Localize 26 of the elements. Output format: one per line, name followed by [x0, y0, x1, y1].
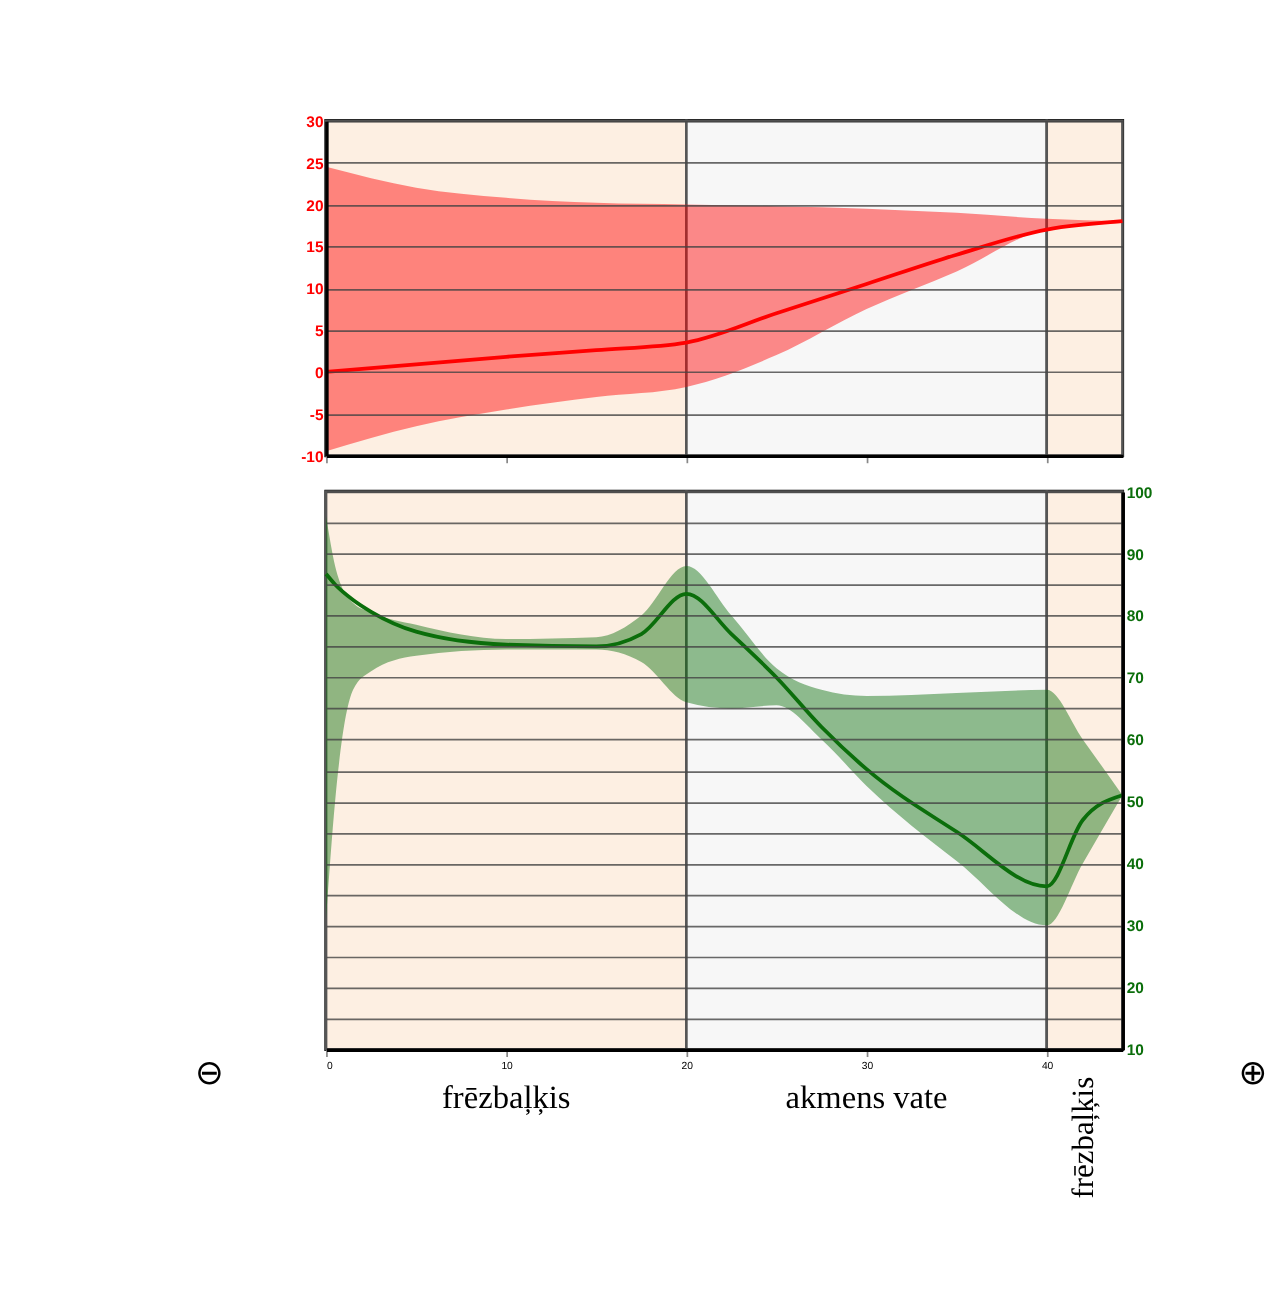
band-label: frēzbaļķis	[441, 1077, 571, 1116]
line-series	[324, 572, 1125, 889]
y-tick-label: 20	[306, 196, 324, 215]
y2-tick-label: 70	[1126, 669, 1144, 688]
text: ⊕	[1238, 1053, 1268, 1094]
y-tick-label: 15	[306, 238, 325, 257]
y-tick-label: -10	[301, 447, 324, 466]
band-label: akmens vate	[785, 1077, 948, 1116]
y2-tick-label: 100	[1126, 483, 1153, 502]
y2-tick-label: 20	[1126, 979, 1144, 998]
y2-tick-label: 60	[1126, 731, 1144, 750]
text: ⊖	[194, 1053, 224, 1094]
y2-tick-label: 40	[1126, 855, 1144, 874]
y2-tick-label: 50	[1126, 793, 1144, 812]
line-series	[324, 219, 1125, 374]
y2-tick-label: 30	[1126, 917, 1144, 936]
band-label: frēzbaļķis	[1067, 1076, 1102, 1199]
y-tick-label: 0	[314, 363, 324, 382]
y-tick-label: 5	[314, 322, 325, 341]
y2-tick-label: 10	[1126, 1041, 1144, 1060]
y-tick-label: 10	[306, 280, 324, 299]
y-tick-label: 25	[306, 154, 325, 173]
y-tick-label: 30	[306, 112, 324, 131]
y2-tick-label: 80	[1126, 607, 1144, 626]
y2-tick-label: 90	[1126, 545, 1144, 564]
y-tick-label: -5	[309, 405, 325, 424]
